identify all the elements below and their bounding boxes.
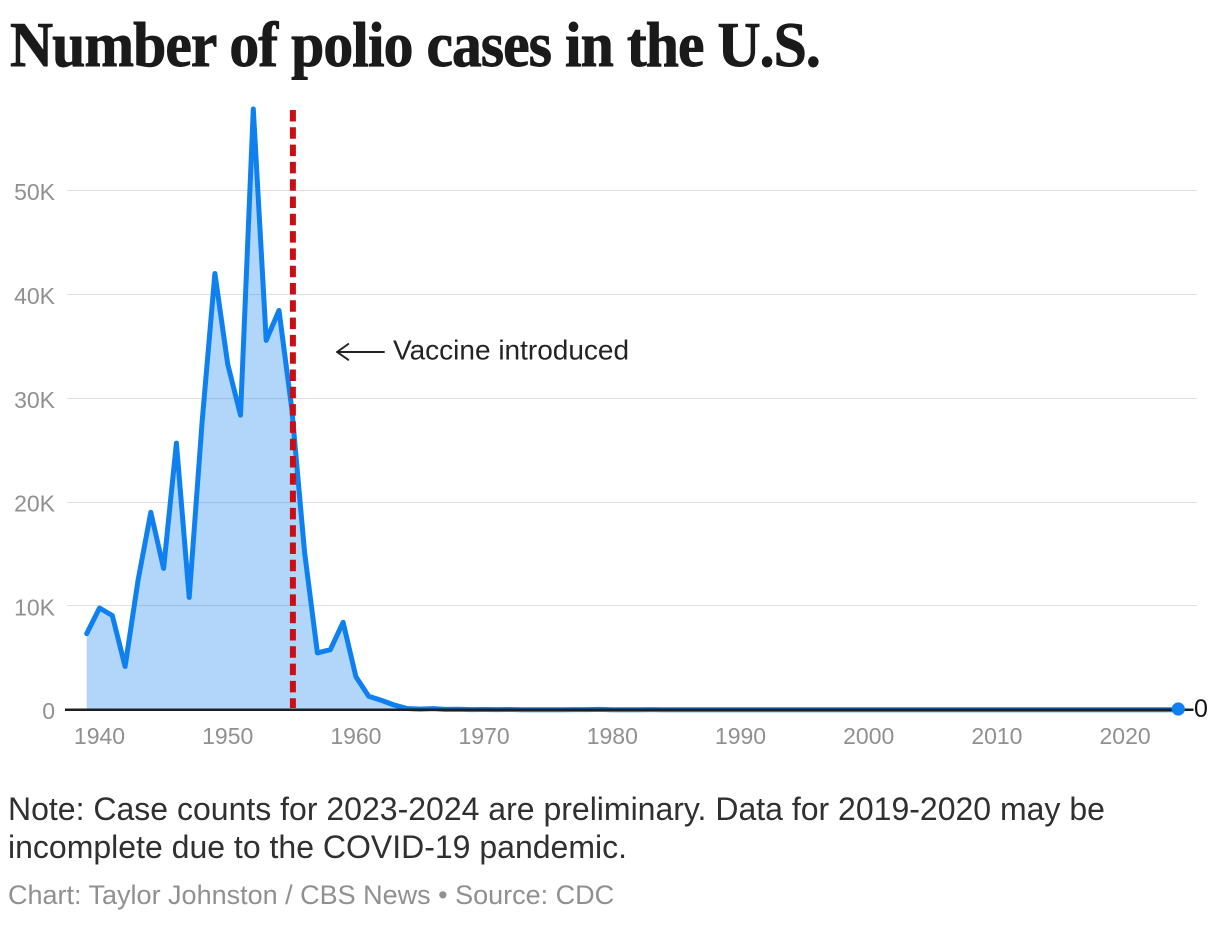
svg-text:50K: 50K [14, 179, 56, 205]
svg-text:20K: 20K [14, 491, 56, 517]
svg-text:1950: 1950 [202, 723, 253, 749]
svg-text:0: 0 [42, 698, 55, 724]
svg-text:30K: 30K [14, 387, 56, 413]
svg-text:1990: 1990 [715, 723, 766, 749]
svg-text:1940: 1940 [74, 723, 125, 749]
svg-text:0: 0 [1194, 695, 1208, 723]
svg-text:10K: 10K [14, 594, 56, 620]
svg-text:2020: 2020 [1100, 723, 1151, 749]
svg-text:1960: 1960 [330, 723, 381, 749]
svg-text:2010: 2010 [971, 723, 1022, 749]
svg-text:1970: 1970 [459, 723, 510, 749]
svg-text:Vaccine introduced: Vaccine introduced [393, 335, 629, 366]
svg-text:1980: 1980 [587, 723, 638, 749]
svg-text:2000: 2000 [843, 723, 894, 749]
svg-text:40K: 40K [14, 283, 56, 309]
